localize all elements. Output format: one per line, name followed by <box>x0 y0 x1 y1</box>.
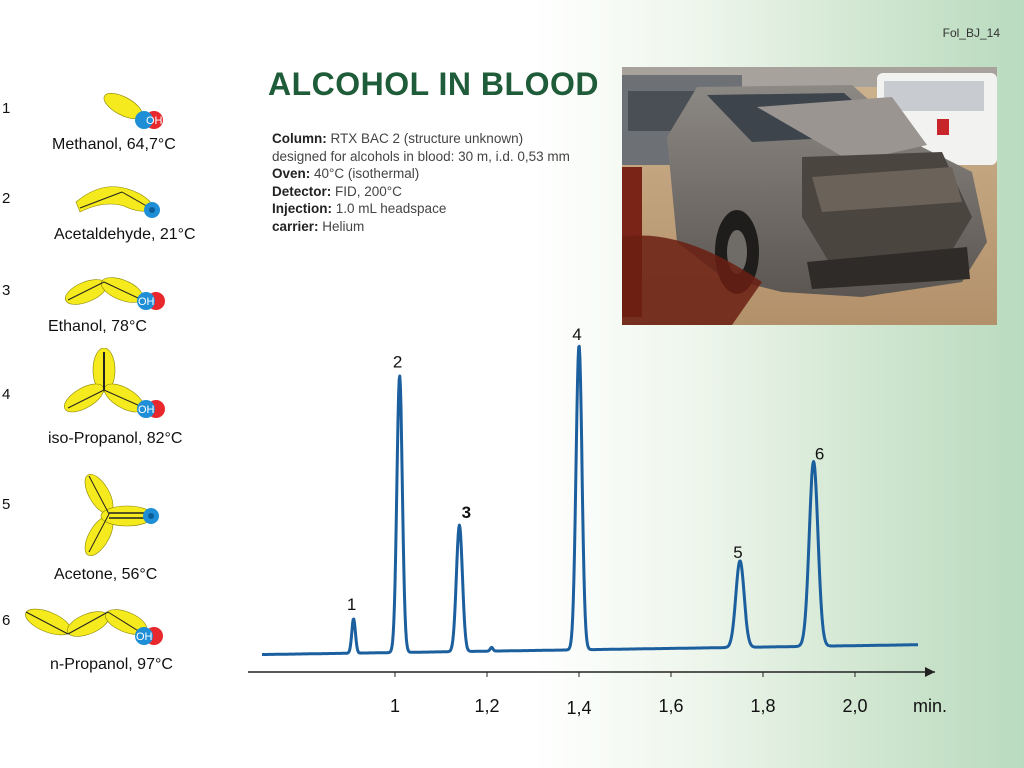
compound-number: 5 <box>2 496 11 513</box>
crashed-car-photo <box>622 67 997 325</box>
compound-number: 6 <box>2 612 11 629</box>
x-tick-label: 1,4 <box>566 698 591 718</box>
compound-name: Acetaldehyde, 21°C <box>54 226 196 243</box>
x-tick-label: 1,2 <box>474 696 499 716</box>
ethanol-molecule-icon: OH <box>64 277 165 310</box>
peak-label: 2 <box>393 353 402 372</box>
x-tick-label: 1 <box>390 696 400 716</box>
acetaldehyde-molecule-icon <box>75 186 160 218</box>
detector-value: FID, 200°C <box>331 183 402 199</box>
column-label: Column: <box>272 131 327 146</box>
x-axis-arrow <box>925 667 935 677</box>
peak-label: 5 <box>733 543 742 562</box>
compound-number: 3 <box>2 282 11 299</box>
x-tick-label: 1,6 <box>658 696 683 716</box>
peak-label: 1 <box>347 595 356 614</box>
compound-number: 4 <box>2 386 11 403</box>
x-axis-label: min. <box>913 696 947 716</box>
injection-label: Injection: <box>272 201 332 217</box>
gc-conditions: Column: RTX BAC 2 (structure unknown) de… <box>272 130 570 236</box>
oven-value: 40°C (isothermal) <box>310 166 420 182</box>
compound-name: iso-Propanol, 82°C <box>48 430 183 447</box>
injection-value: 1.0 mL headspace <box>332 201 447 217</box>
compound-name: Ethanol, 78°C <box>48 318 147 335</box>
x-tick-label: 2,0 <box>842 696 867 716</box>
compound-name: n-Propanol, 97°C <box>50 656 173 673</box>
page-title: ALCOHOL IN BLOOD <box>268 66 599 102</box>
carrier-label: carrier: <box>272 218 319 234</box>
methanol-molecule-icon: OH <box>103 93 163 129</box>
peak-label: 4 <box>572 325 581 344</box>
carrier-value: Helium <box>318 218 365 234</box>
compound-name: Methanol, 64,7°C <box>52 136 176 153</box>
chromatogram-trace <box>261 344 919 656</box>
acetone-molecule-icon <box>84 474 159 556</box>
oven-label: Oven: <box>272 166 311 182</box>
n-propanol-molecule-icon: OH <box>25 608 163 645</box>
column-value: RTX BAC 2 (structure unknown) <box>326 131 524 146</box>
slide-reference: Fol_BJ_14 <box>942 26 1000 40</box>
oh-label: OH <box>138 404 155 416</box>
oh-label: OH <box>138 296 155 308</box>
oh-label: OH <box>146 115 163 127</box>
compound-number: 2 <box>2 190 11 207</box>
x-tick-label: 1,8 <box>750 696 775 716</box>
compound-name: Acetone, 56°C <box>54 566 158 583</box>
compound-list: 1 OH Methanol, 64,7°C 2 Acetaldehyde, 21… <box>0 0 240 768</box>
detector-label: Detector: <box>272 183 332 199</box>
peak-label: 3 <box>462 503 471 522</box>
column-detail: designed for alcohols in blood: 30 m, i.… <box>272 148 570 164</box>
iso-propanol-molecule-icon: OH <box>64 348 165 418</box>
compound-number: 1 <box>2 100 11 117</box>
peak-label: 6 <box>815 445 824 464</box>
oh-label: OH <box>136 631 153 643</box>
